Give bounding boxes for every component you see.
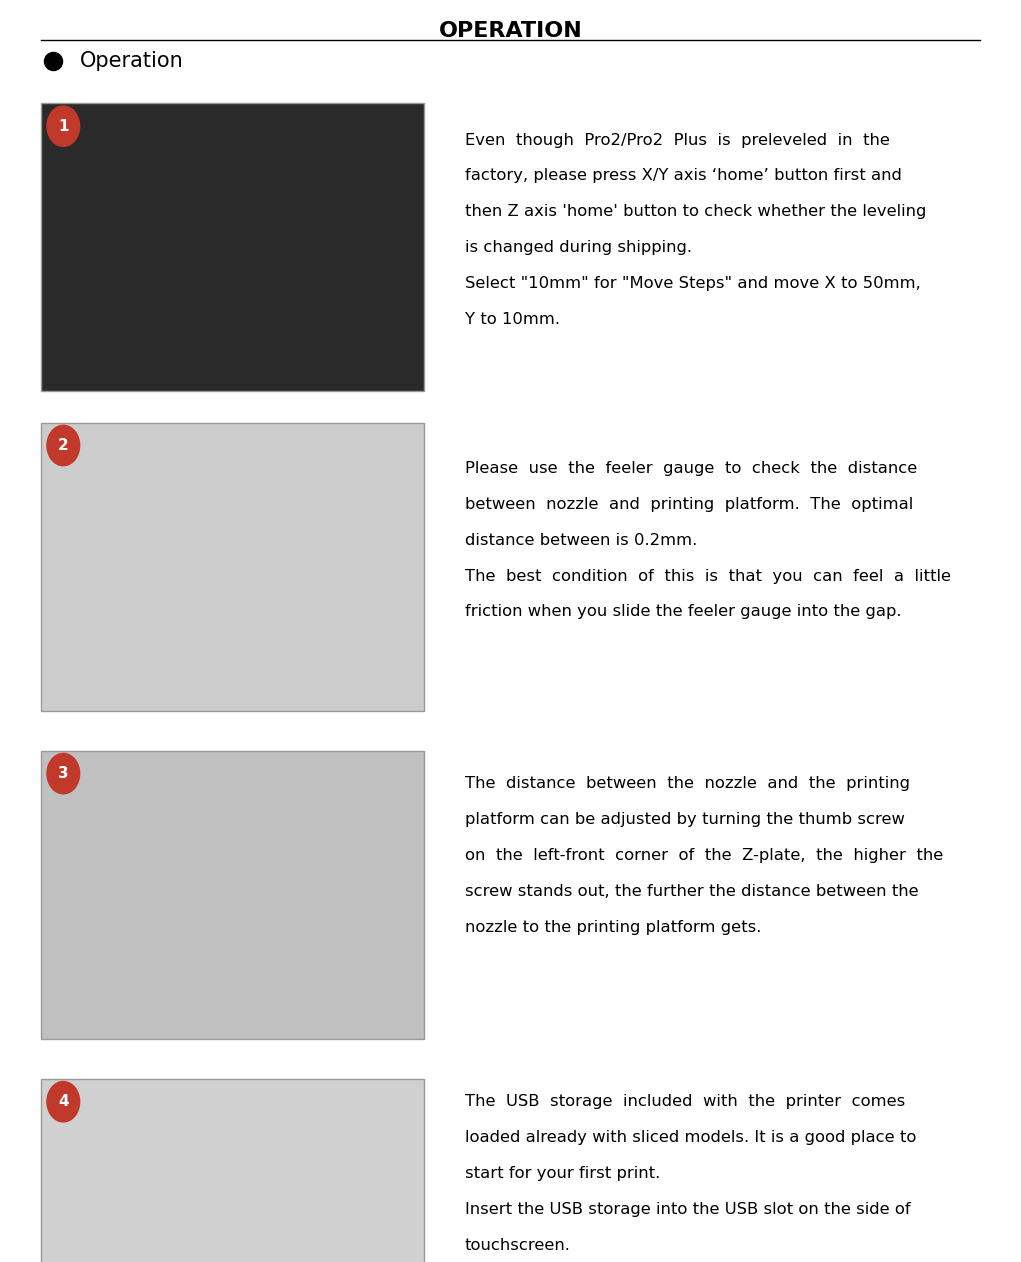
Text: platform can be adjusted by turning the thumb screw: platform can be adjusted by turning the … bbox=[465, 813, 905, 827]
Text: is changed during shipping.: is changed during shipping. bbox=[465, 240, 691, 255]
Text: then Z axis 'home' button to check whether the leveling: then Z axis 'home' button to check wheth… bbox=[465, 204, 926, 220]
FancyBboxPatch shape bbox=[41, 423, 424, 711]
Circle shape bbox=[47, 106, 80, 146]
FancyBboxPatch shape bbox=[41, 751, 424, 1039]
Text: Insert the USB storage into the USB slot on the side of: Insert the USB storage into the USB slot… bbox=[465, 1201, 910, 1217]
Text: factory, please press X/Y axis ‘home’ button first and: factory, please press X/Y axis ‘home’ bu… bbox=[465, 168, 902, 183]
Text: screw stands out, the further the distance between the: screw stands out, the further the distan… bbox=[465, 883, 918, 899]
Text: Even  though  Pro2/Pro2  Plus  is  preleveled  in  the: Even though Pro2/Pro2 Plus is preleveled… bbox=[465, 133, 889, 148]
Text: Y to 10mm.: Y to 10mm. bbox=[465, 312, 560, 327]
Text: 1: 1 bbox=[58, 119, 68, 134]
Text: The  distance  between  the  nozzle  and  the  printing: The distance between the nozzle and the … bbox=[465, 776, 910, 791]
Text: start for your first print.: start for your first print. bbox=[465, 1166, 660, 1181]
Text: touchscreen.: touchscreen. bbox=[465, 1238, 571, 1253]
Text: The  best  condition  of  this  is  that  you  can  feel  a  little: The best condition of this is that you c… bbox=[465, 568, 951, 583]
Circle shape bbox=[47, 425, 80, 466]
Text: The  USB  storage  included  with  the  printer  comes: The USB storage included with the printe… bbox=[465, 1094, 905, 1109]
Text: on  the  left-front  corner  of  the  Z-plate,  the  higher  the: on the left-front corner of the Z-plate,… bbox=[465, 848, 942, 863]
FancyBboxPatch shape bbox=[41, 103, 424, 391]
Text: Select "10mm" for "Move Steps" and move X to 50mm,: Select "10mm" for "Move Steps" and move … bbox=[465, 276, 920, 292]
Text: 2: 2 bbox=[58, 438, 68, 453]
Text: OPERATION: OPERATION bbox=[439, 21, 582, 42]
Text: nozzle to the printing platform gets.: nozzle to the printing platform gets. bbox=[465, 920, 761, 935]
Text: 3: 3 bbox=[58, 766, 68, 781]
Text: loaded already with sliced models. It is a good place to: loaded already with sliced models. It is… bbox=[465, 1131, 916, 1145]
Text: Please  use  the  feeler  gauge  to  check  the  distance: Please use the feeler gauge to check the… bbox=[465, 461, 917, 476]
Text: Operation: Operation bbox=[80, 50, 184, 71]
Circle shape bbox=[47, 753, 80, 794]
Circle shape bbox=[47, 1082, 80, 1122]
FancyBboxPatch shape bbox=[41, 1079, 424, 1262]
Text: distance between is 0.2mm.: distance between is 0.2mm. bbox=[465, 533, 696, 548]
Text: friction when you slide the feeler gauge into the gap.: friction when you slide the feeler gauge… bbox=[465, 604, 902, 620]
Text: 4: 4 bbox=[58, 1094, 68, 1109]
Text: between  nozzle  and  printing  platform.  The  optimal: between nozzle and printing platform. Th… bbox=[465, 496, 913, 511]
